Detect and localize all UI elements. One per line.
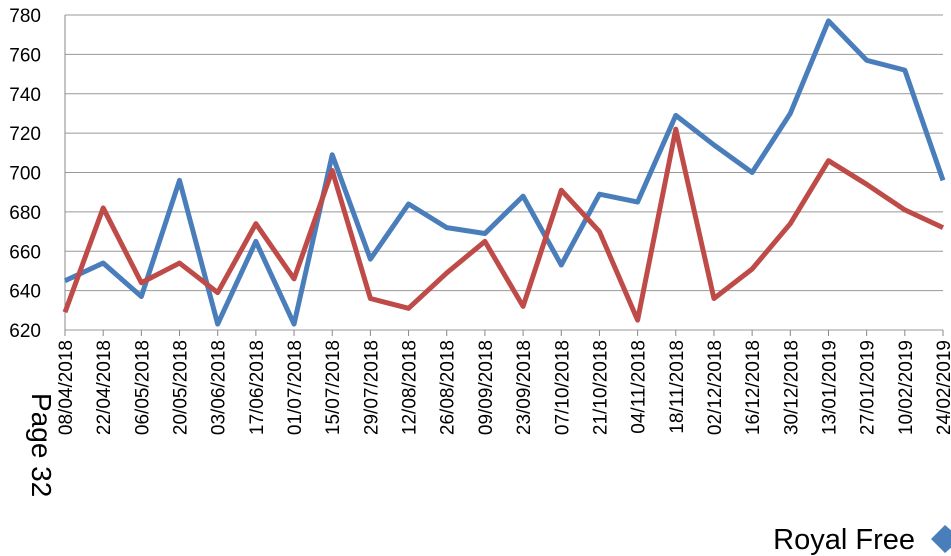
y-tick-label: 700 bbox=[9, 164, 41, 185]
x-tick-label: 10/02/2019 bbox=[896, 340, 917, 435]
y-tick-label: 640 bbox=[9, 282, 41, 303]
x-tick-label: 29/07/2018 bbox=[361, 340, 382, 435]
legend-marker bbox=[931, 525, 951, 553]
series-line bbox=[63, 18, 946, 327]
y-tick-label: 720 bbox=[9, 124, 41, 145]
y-tick-label: 740 bbox=[9, 85, 41, 106]
y-tick-label: 780 bbox=[9, 6, 41, 27]
x-tick-label: 20/05/2018 bbox=[171, 340, 192, 435]
x-tick-label: 13/01/2019 bbox=[819, 340, 840, 435]
x-tick-label: 27/01/2019 bbox=[858, 340, 879, 435]
x-tick-label: 06/05/2018 bbox=[132, 340, 153, 435]
x-tick-label: 17/06/2018 bbox=[247, 340, 268, 435]
x-tick-label: 21/10/2018 bbox=[590, 340, 611, 435]
y-tick-label: 760 bbox=[9, 45, 41, 66]
x-tick-label: 12/08/2018 bbox=[400, 340, 421, 435]
x-tick-label: 15/07/2018 bbox=[323, 340, 344, 435]
x-tick-label: 09/09/2018 bbox=[476, 340, 497, 435]
series-line bbox=[62, 126, 945, 323]
x-tick-label: 08/04/2018 bbox=[56, 340, 77, 435]
x-tick-label: 24/02/2019 bbox=[934, 340, 951, 435]
x-tick-label: 07/10/2018 bbox=[552, 340, 573, 435]
x-tick-label: 03/06/2018 bbox=[209, 340, 230, 435]
x-tick-label: 01/07/2018 bbox=[285, 340, 306, 435]
x-tick-label: 22/04/2018 bbox=[94, 340, 115, 435]
x-tick-label: 26/08/2018 bbox=[438, 340, 459, 435]
x-tick-label: 04/11/2018 bbox=[629, 340, 650, 434]
legend-label: Royal Free bbox=[773, 524, 915, 556]
x-tick-label: 02/12/2018 bbox=[705, 340, 726, 435]
x-tick-label: 16/12/2018 bbox=[743, 340, 764, 435]
x-tick-label: 23/09/2018 bbox=[514, 340, 535, 435]
page-annotation: Page 32 bbox=[26, 393, 57, 497]
y-tick-label: 680 bbox=[9, 203, 41, 224]
y-tick-label: 620 bbox=[9, 321, 41, 342]
x-tick-label: 30/12/2018 bbox=[781, 340, 802, 435]
x-tick-label: 18/11/2018 bbox=[667, 340, 688, 434]
y-tick-label: 660 bbox=[9, 242, 41, 263]
